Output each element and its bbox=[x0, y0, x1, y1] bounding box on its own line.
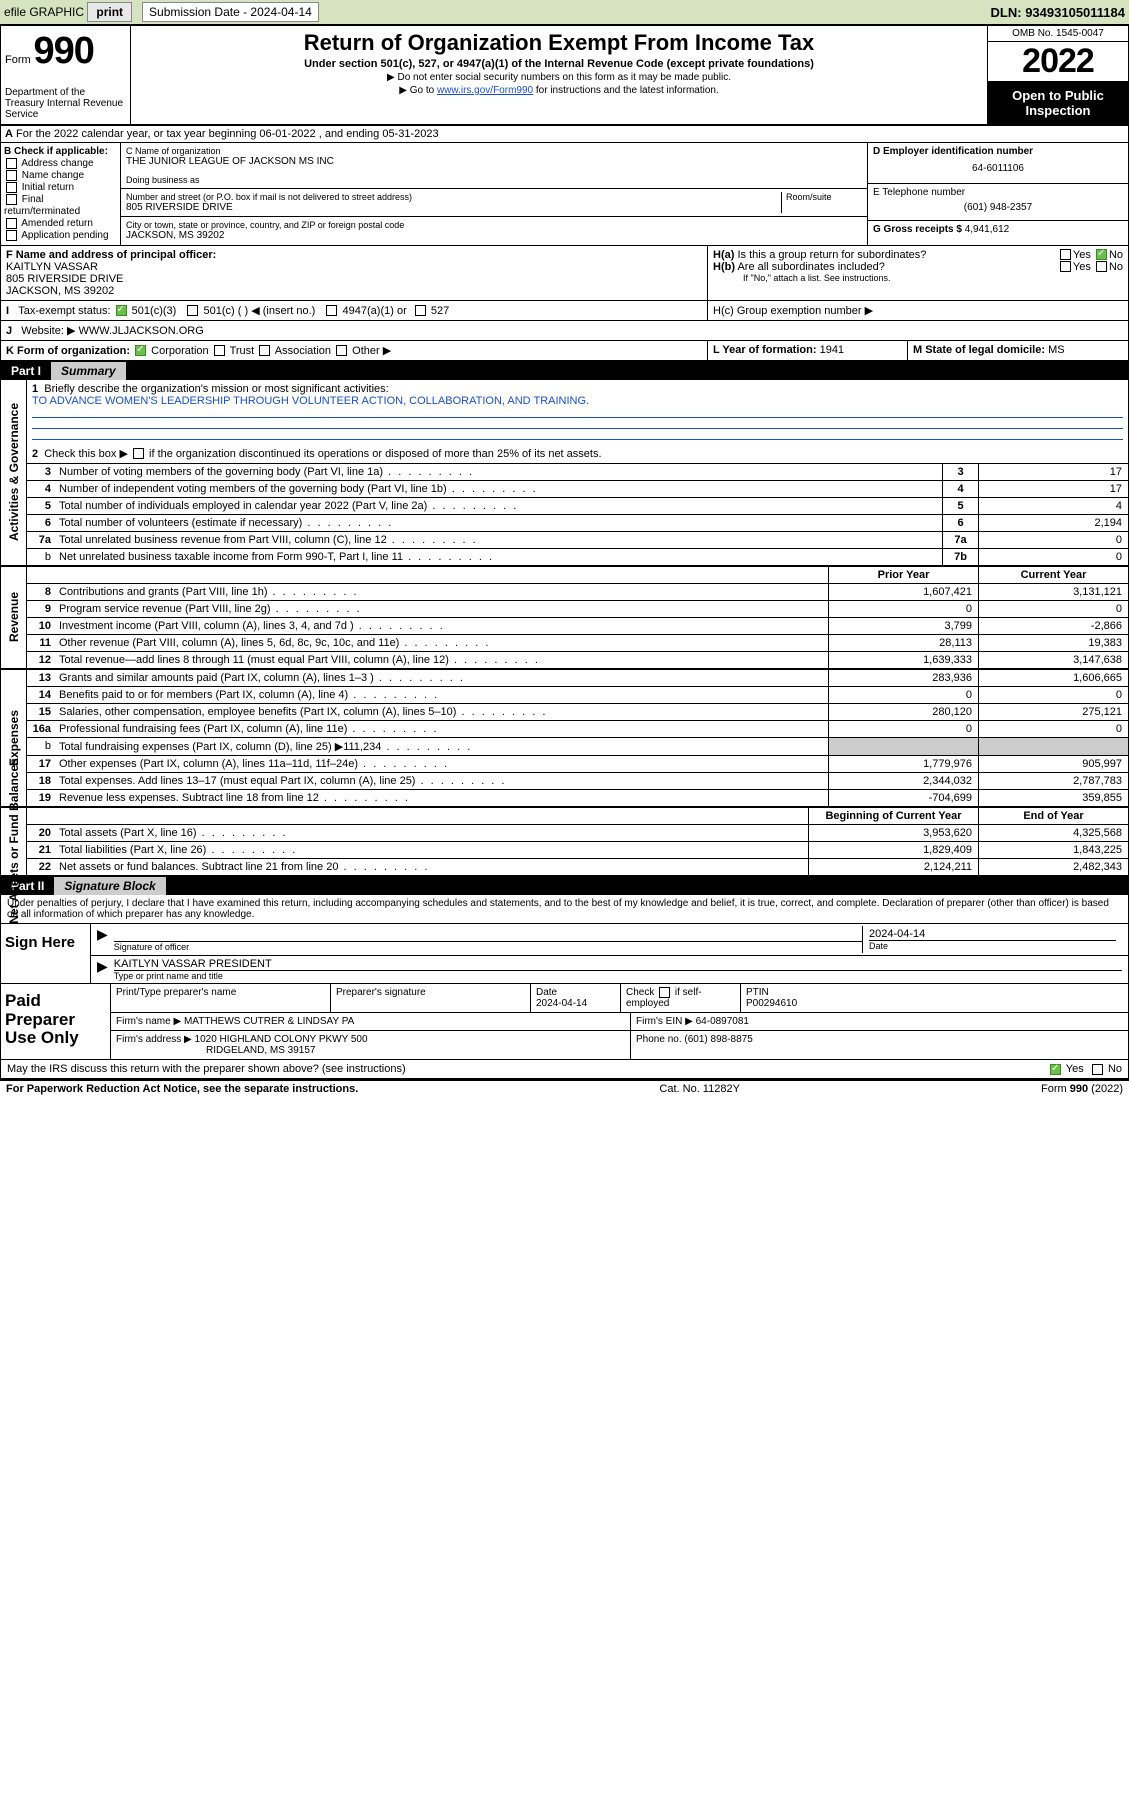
irs-link[interactable]: www.irs.gov/Form990 bbox=[437, 85, 533, 96]
part2-header: Part II Signature Block bbox=[1, 877, 1128, 895]
hb-no[interactable] bbox=[1096, 261, 1107, 272]
row-j: J Website: ▶ WWW.JLJACKSON.ORG bbox=[1, 321, 1128, 341]
identity-section: B Check if applicable: Address change Na… bbox=[1, 143, 1128, 246]
year-formation: 1941 bbox=[820, 344, 844, 356]
domicile-state: MS bbox=[1048, 344, 1065, 356]
gross-receipts: 4,941,612 bbox=[965, 224, 1010, 235]
note-ssn: ▶ Do not enter social security numbers o… bbox=[137, 72, 981, 83]
summary-row: 11Other revenue (Part VIII, column (A), … bbox=[27, 635, 1128, 652]
summary-row: 17Other expenses (Part IX, column (A), l… bbox=[27, 756, 1128, 773]
row-i: I Tax-exempt status: 501(c)(3) 501(c) ( … bbox=[1, 301, 1128, 321]
firm-ein: 64-0897081 bbox=[696, 1016, 749, 1027]
summary-row: 13Grants and similar amounts paid (Part … bbox=[27, 670, 1128, 687]
summary-row: 20Total assets (Part X, line 16)3,953,62… bbox=[27, 825, 1128, 842]
vlabel-governance: Activities & Governance bbox=[1, 380, 27, 565]
row-f-h: F Name and address of principal officer:… bbox=[1, 246, 1128, 301]
summary-row: 3Number of voting members of the governi… bbox=[27, 464, 1128, 481]
summary-row: 15Salaries, other compensation, employee… bbox=[27, 704, 1128, 721]
org-city: JACKSON, MS 39202 bbox=[126, 230, 862, 241]
col-b-checkboxes: B Check if applicable: Address change Na… bbox=[1, 143, 121, 245]
vlabel-revenue: Revenue bbox=[1, 567, 27, 668]
summary-row: 22Net assets or fund balances. Subtract … bbox=[27, 859, 1128, 875]
sign-here-row: Sign Here ▶ Signature of officer 2024-04… bbox=[1, 923, 1128, 983]
org-street: 805 RIVERSIDE DRIVE bbox=[126, 202, 777, 213]
part1-header: Part I Summary bbox=[1, 362, 1128, 380]
summary-row: 12Total revenue—add lines 8 through 11 (… bbox=[27, 652, 1128, 668]
summary-row: 7aTotal unrelated business revenue from … bbox=[27, 532, 1128, 549]
summary-row: bNet unrelated business taxable income f… bbox=[27, 549, 1128, 565]
org-name: THE JUNIOR LEAGUE OF JACKSON MS INC bbox=[126, 156, 862, 167]
chk-501c3[interactable] bbox=[116, 305, 127, 316]
chk-pending[interactable]: Application pending bbox=[4, 230, 117, 241]
vlabel-netassets: Net Assets or Fund Balances bbox=[1, 808, 27, 875]
arrow-icon: ▶ bbox=[97, 926, 108, 953]
form-word: Form bbox=[5, 54, 31, 66]
rev-header-row: Prior Year Current Year bbox=[27, 567, 1128, 584]
summary-row: 8Contributions and grants (Part VIII, li… bbox=[27, 584, 1128, 601]
dept-label: Department of the Treasury Internal Reve… bbox=[5, 87, 126, 120]
ha-no[interactable] bbox=[1096, 249, 1107, 260]
chk-amended[interactable]: Amended return bbox=[4, 218, 117, 229]
summary-row: 16aProfessional fundraising fees (Part I… bbox=[27, 721, 1128, 738]
chk-initial-return[interactable]: Initial return bbox=[4, 182, 117, 193]
discuss-yes[interactable] bbox=[1050, 1064, 1061, 1075]
tax-year: 2022 bbox=[988, 42, 1128, 82]
note-link: ▶ Go to www.irs.gov/Form990 for instruct… bbox=[137, 85, 981, 96]
chk-final-return[interactable]: Final return/terminated bbox=[4, 194, 117, 216]
col-c-org: C Name of organization THE JUNIOR LEAGUE… bbox=[121, 143, 868, 245]
officer-name: KAITLYN VASSAR bbox=[6, 261, 98, 273]
submission-date: Submission Date - 2024-04-14 bbox=[142, 2, 319, 22]
perjury-declaration: Under penalties of perjury, I declare th… bbox=[1, 895, 1128, 923]
form-number: 990 bbox=[33, 30, 93, 72]
omb-number: OMB No. 1545-0047 bbox=[988, 26, 1128, 42]
chk-address-change[interactable]: Address change bbox=[4, 158, 117, 169]
form-title: Return of Organization Exempt From Incom… bbox=[137, 30, 981, 56]
chk-name-change[interactable]: Name change bbox=[4, 170, 117, 181]
row-k: K Form of organization: Corporation Trus… bbox=[1, 341, 1128, 362]
arrow-icon: ▶ bbox=[97, 958, 108, 981]
phone-value: (601) 948-2357 bbox=[873, 198, 1123, 217]
open-inspection: Open to Public Inspection bbox=[988, 82, 1128, 124]
summary-row: 4Number of independent voting members of… bbox=[27, 481, 1128, 498]
paid-preparer-section: Paid Preparer Use Only Print/Type prepar… bbox=[1, 983, 1128, 1059]
website-value: WWW.JLJACKSON.ORG bbox=[78, 325, 203, 337]
col-dg: D Employer identification number 64-6011… bbox=[868, 143, 1128, 245]
summary-row: 21Total liabilities (Part X, line 26)1,8… bbox=[27, 842, 1128, 859]
page-footer: For Paperwork Reduction Act Notice, see … bbox=[0, 1081, 1129, 1097]
firm-phone: (601) 898-8875 bbox=[684, 1034, 752, 1045]
dln-label: DLN: 93493105011184 bbox=[991, 5, 1125, 20]
summary-row: 19Revenue less expenses. Subtract line 1… bbox=[27, 790, 1128, 806]
summary-row: bTotal fundraising expenses (Part IX, co… bbox=[27, 738, 1128, 756]
form-header: Form 990 Department of the Treasury Inte… bbox=[1, 26, 1128, 126]
ein-value: 64-6011106 bbox=[873, 157, 1123, 180]
summary-row: 10Investment income (Part VIII, column (… bbox=[27, 618, 1128, 635]
ha-yes[interactable] bbox=[1060, 249, 1071, 260]
summary-row: 5Total number of individuals employed in… bbox=[27, 498, 1128, 515]
sig-date: 2024-04-14 bbox=[869, 928, 925, 940]
print-button[interactable]: print bbox=[87, 2, 132, 22]
firm-name: MATTHEWS CUTRER & LINDSAY PA bbox=[184, 1016, 354, 1027]
summary-row: 6Total number of volunteers (estimate if… bbox=[27, 515, 1128, 532]
discuss-no[interactable] bbox=[1092, 1064, 1103, 1075]
ptin: P00294610 bbox=[746, 998, 797, 1009]
summary-row: 18Total expenses. Add lines 13–17 (must … bbox=[27, 773, 1128, 790]
irs-discuss-row: May the IRS discuss this return with the… bbox=[1, 1059, 1128, 1080]
officer-name-title: KAITLYN VASSAR PRESIDENT bbox=[114, 958, 1122, 970]
efile-label: efile GRAPHIC bbox=[4, 5, 84, 19]
form-subtitle: Under section 501(c), 527, or 4947(a)(1)… bbox=[137, 58, 981, 70]
summary-row: 9Program service revenue (Part VIII, lin… bbox=[27, 601, 1128, 618]
net-header-row: Beginning of Current Year End of Year bbox=[27, 808, 1128, 825]
summary-row: 14Benefits paid to or for members (Part … bbox=[27, 687, 1128, 704]
chk-corp[interactable] bbox=[135, 345, 146, 356]
mission-text: TO ADVANCE WOMEN'S LEADERSHIP THROUGH VO… bbox=[32, 395, 589, 407]
hb-yes[interactable] bbox=[1060, 261, 1071, 272]
efile-topbar: efile GRAPHIC print Submission Date - 20… bbox=[0, 0, 1129, 25]
row-a-tax-year: A For the 2022 calendar year, or tax yea… bbox=[1, 126, 1128, 143]
